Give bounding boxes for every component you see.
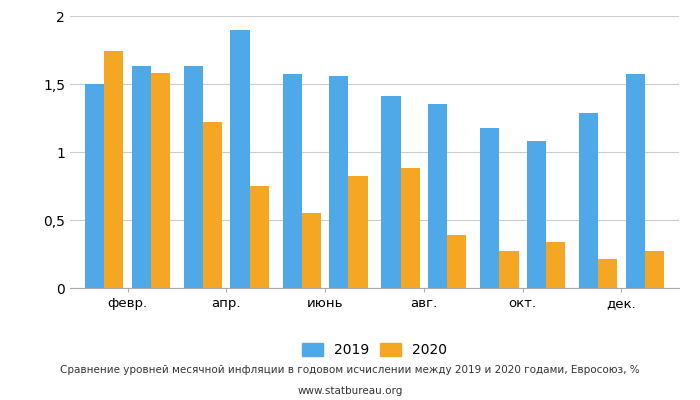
Bar bbox=[203, 122, 223, 288]
Bar bbox=[132, 66, 151, 288]
Bar bbox=[499, 251, 519, 288]
Text: Сравнение уровней месячной инфляции в годовом исчислении между 2019 и 2020 годам: Сравнение уровней месячной инфляции в го… bbox=[60, 365, 640, 375]
Bar bbox=[382, 96, 400, 288]
Bar bbox=[85, 84, 104, 288]
Bar bbox=[230, 30, 250, 288]
Bar bbox=[104, 51, 123, 288]
Bar bbox=[329, 76, 349, 288]
Bar bbox=[480, 128, 499, 288]
Bar bbox=[645, 251, 664, 288]
Bar bbox=[349, 176, 368, 288]
Bar bbox=[151, 73, 170, 288]
Bar bbox=[250, 186, 269, 288]
Bar bbox=[579, 112, 598, 288]
Bar bbox=[184, 66, 203, 288]
Bar bbox=[283, 74, 302, 288]
Legend: 2019, 2020: 2019, 2020 bbox=[296, 338, 453, 363]
Text: www.statbureau.org: www.statbureau.org bbox=[298, 386, 402, 396]
Bar bbox=[428, 104, 447, 288]
Bar bbox=[626, 74, 645, 288]
Bar bbox=[598, 260, 617, 288]
Bar bbox=[527, 141, 546, 288]
Bar bbox=[400, 168, 420, 288]
Bar bbox=[447, 235, 466, 288]
Bar bbox=[302, 213, 321, 288]
Bar bbox=[546, 242, 565, 288]
